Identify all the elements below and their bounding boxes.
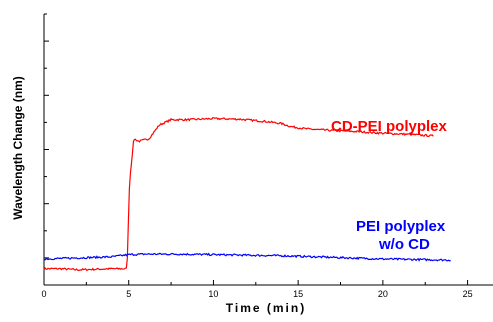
x-tick-label: 20 [378,289,388,299]
annotation-cd-pei: CD-PEI polyplex [331,118,448,135]
annotation-pei-line-1: PEI polyplex [356,218,446,235]
x-tick-label: 0 [41,289,46,299]
x-tick-label: 25 [463,289,473,299]
annotation-pei-line-2: w/o CD [378,236,430,253]
x-tick-label: 10 [208,289,218,299]
series-line-0 [43,117,434,272]
series-line-1 [43,252,451,262]
axis-ticks: 0 5 10 15 20 25 [41,13,473,299]
series-lines [43,117,451,272]
y-axis-title: Wavelength Change (nm) [11,76,25,220]
annotation-cd-pei-line-1: CD-PEI polyplex [331,118,448,135]
annotation-pei: PEI polyplex w/o CD [356,218,449,253]
x-tick-label: 5 [126,289,131,299]
x-axis-title: Time (min) [226,301,306,315]
x-tick-label: 15 [293,289,303,299]
